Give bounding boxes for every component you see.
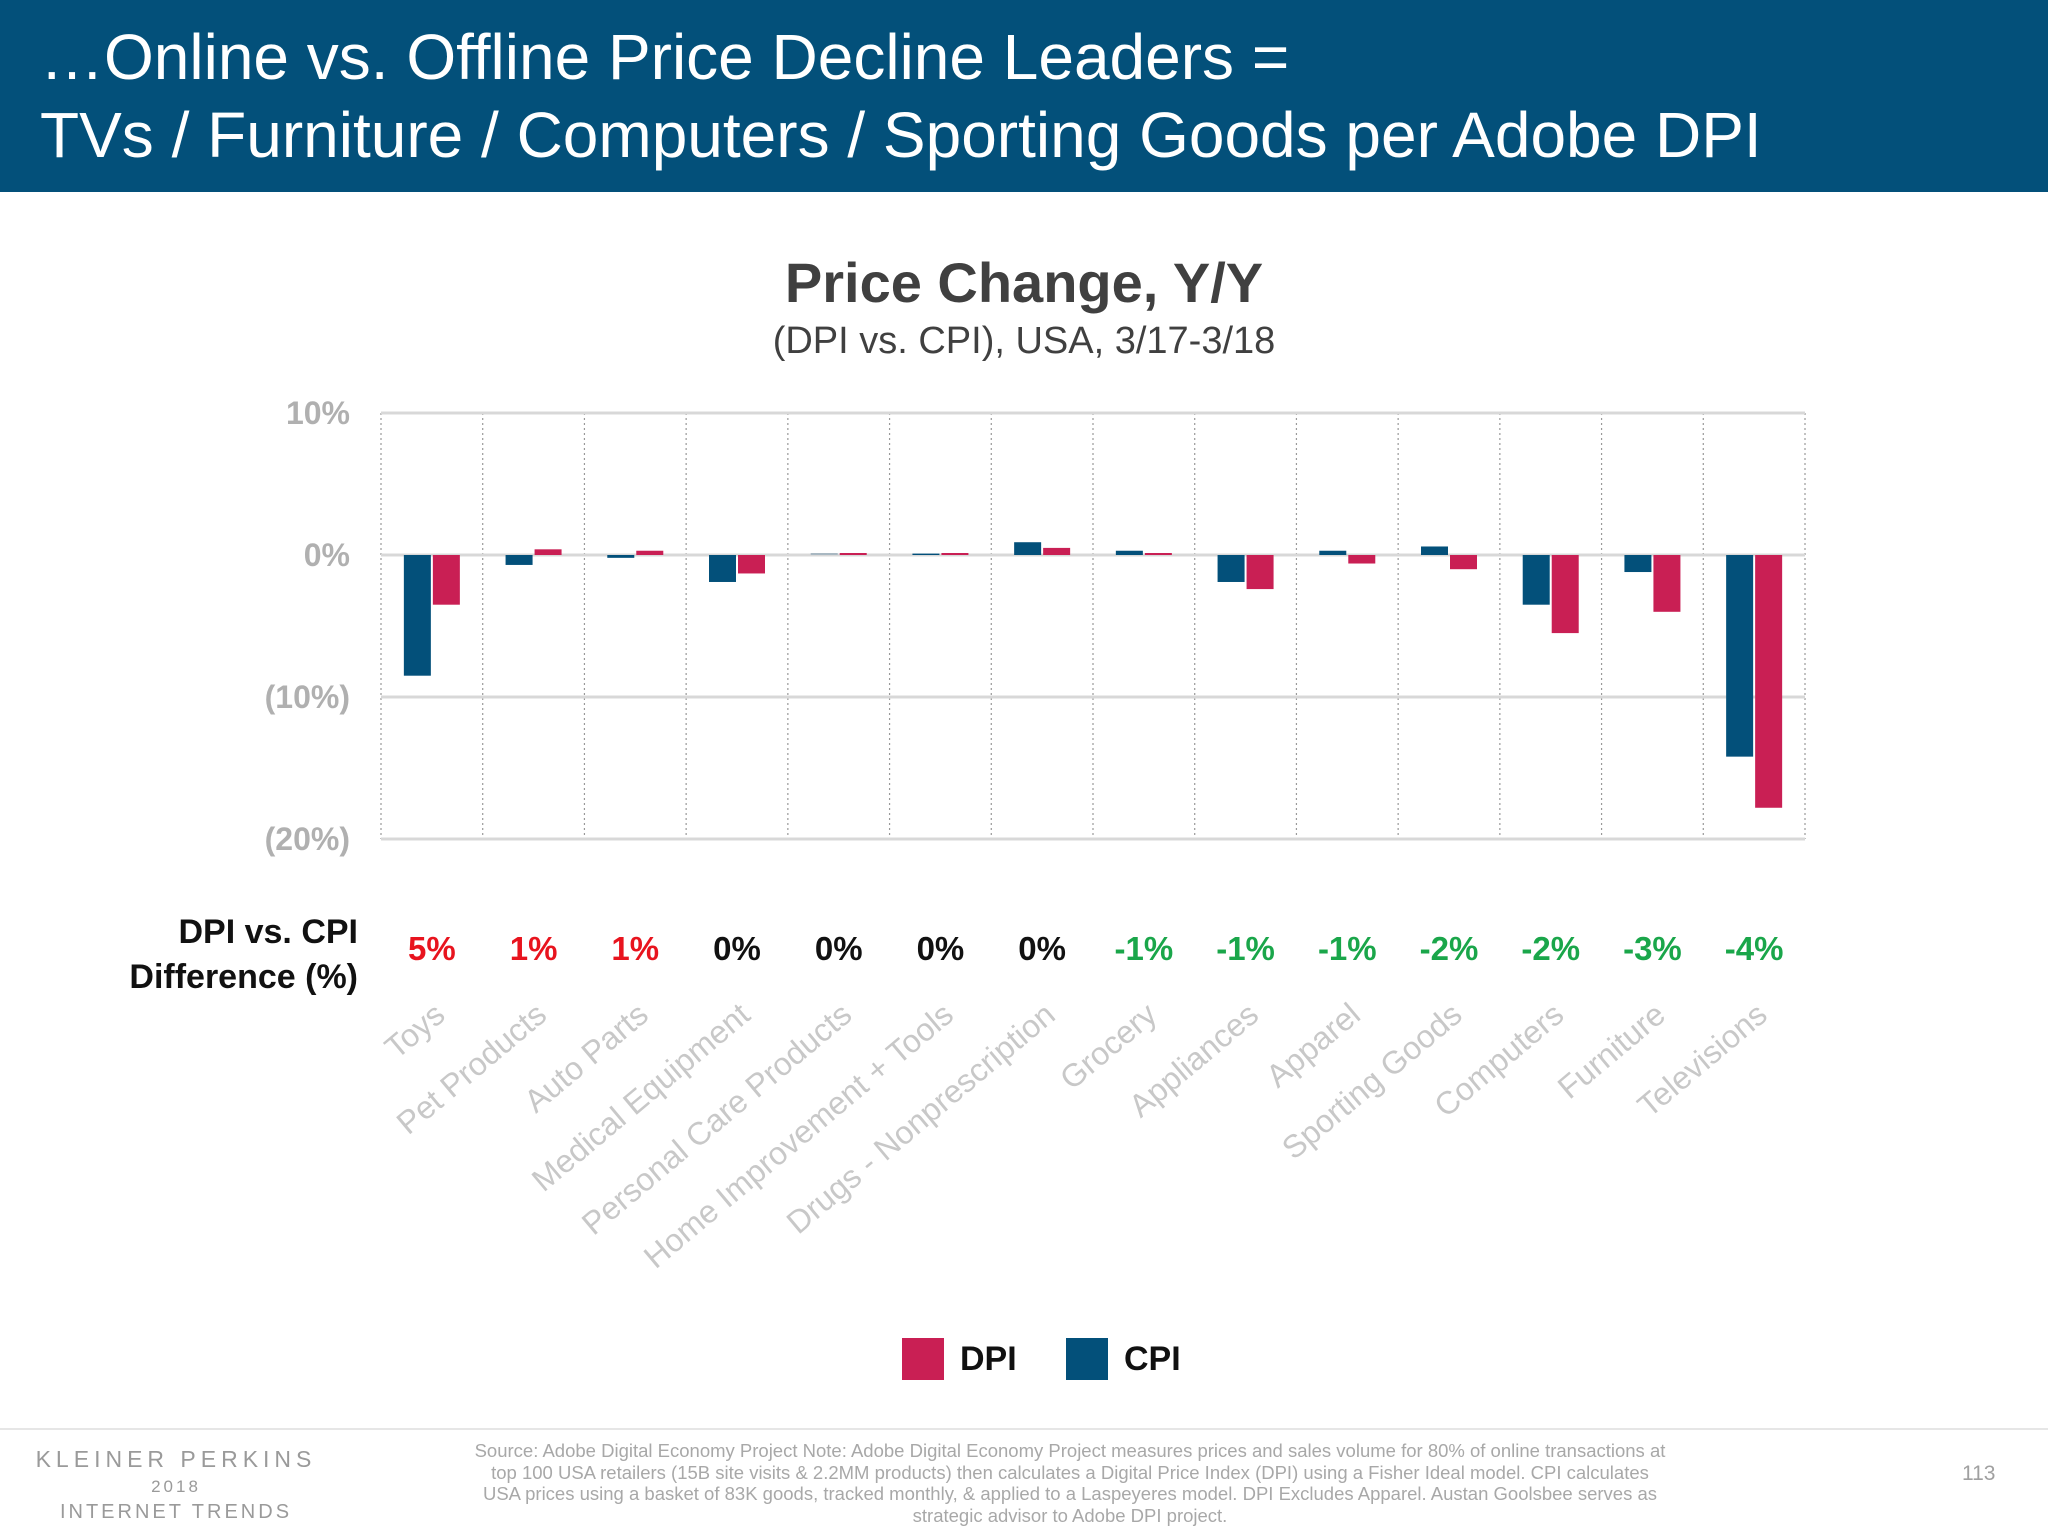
difference-value: -3% xyxy=(1623,930,1682,967)
bar-dpi xyxy=(1246,555,1274,590)
logo-line-3: INTERNET TRENDS xyxy=(59,1501,293,1523)
y-tick-label: (10%) xyxy=(265,679,350,715)
difference-value: -2% xyxy=(1521,930,1580,967)
bar-dpi xyxy=(1653,555,1681,612)
bar-cpi xyxy=(1624,555,1652,573)
bar-dpi xyxy=(432,555,460,605)
bar-dpi xyxy=(738,555,765,574)
logo-line-2: 2018 xyxy=(151,1477,201,1496)
bar-cpi xyxy=(607,555,635,558)
bar-cpi xyxy=(810,553,838,555)
bar-dpi xyxy=(941,553,969,555)
y-tick-label: 10% xyxy=(286,395,350,431)
chart-title: Price Change, Y/Y xyxy=(784,251,1264,314)
y-tick-label: 0% xyxy=(304,537,350,573)
bar-dpi xyxy=(1043,547,1071,555)
kleiner-perkins-logo: KLEINER PERKINS 2018 INTERNET TRENDS xyxy=(26,1446,326,1524)
difference-label-line-1: DPI vs. CPI xyxy=(178,913,358,951)
legend-item-cpi: CPI xyxy=(1066,1338,1181,1380)
difference-value: 0% xyxy=(917,930,965,967)
difference-value: -1% xyxy=(1115,930,1174,967)
bar-cpi xyxy=(403,555,431,676)
category-label: Toys xyxy=(378,996,452,1066)
bar-cpi xyxy=(1319,550,1347,555)
bar-cpi xyxy=(1421,546,1448,555)
difference-value: 1% xyxy=(510,930,558,967)
difference-value: -4% xyxy=(1725,930,1784,967)
bar-dpi xyxy=(1551,555,1579,634)
bar-cpi xyxy=(709,555,736,582)
bar-dpi xyxy=(636,550,664,555)
bar-dpi xyxy=(1144,553,1172,555)
bar-cpi xyxy=(1726,555,1754,757)
legend-label-cpi: CPI xyxy=(1124,1339,1181,1378)
source-note: Source: Adobe Digital Economy Project No… xyxy=(474,1440,1666,1526)
difference-label-line-2: Difference (%) xyxy=(129,958,358,996)
y-tick-label: (20%) xyxy=(265,821,350,857)
slide-title-line-1: …Online vs. Offline Price Decline Leader… xyxy=(40,21,1290,93)
difference-value: 1% xyxy=(611,930,659,967)
page-number: 113 xyxy=(1962,1462,1996,1485)
footer-divider xyxy=(0,1428,2048,1430)
legend-swatch-cpi xyxy=(1066,1338,1108,1380)
bar-cpi xyxy=(1115,550,1143,555)
bar-dpi xyxy=(1348,555,1376,564)
difference-value: -1% xyxy=(1318,930,1377,967)
legend-label-dpi: DPI xyxy=(960,1339,1017,1378)
difference-value: 0% xyxy=(815,930,863,967)
bar-cpi xyxy=(505,555,533,565)
bar-cpi xyxy=(1014,542,1042,555)
difference-value: 5% xyxy=(408,930,456,967)
bar-dpi xyxy=(1450,555,1477,570)
bar-cpi xyxy=(1522,555,1550,605)
bar-dpi xyxy=(534,549,562,555)
difference-value: -1% xyxy=(1216,930,1275,967)
header-bar: …Online vs. Offline Price Decline Leader… xyxy=(0,0,2048,192)
difference-value: 0% xyxy=(1018,930,1066,967)
slide-title-line-2: TVs / Furniture / Computers / Sporting G… xyxy=(40,99,1762,171)
legend-swatch-dpi xyxy=(902,1338,944,1380)
legend-item-dpi: DPI xyxy=(902,1338,1017,1380)
bar-dpi xyxy=(1755,555,1783,808)
difference-value: 0% xyxy=(713,930,761,967)
category-label: Sporting Goods xyxy=(1275,996,1468,1167)
bar-dpi xyxy=(839,553,867,555)
difference-value: -2% xyxy=(1420,930,1479,967)
bar-cpi xyxy=(1217,555,1245,582)
bar-cpi xyxy=(912,553,940,555)
logo-line-1: KLEINER PERKINS xyxy=(35,1446,317,1472)
chart-subtitle: (DPI vs. CPI), USA, 3/17-3/18 xyxy=(772,320,1276,362)
difference-row-label: DPI vs. CPI Difference (%) xyxy=(129,910,358,1000)
